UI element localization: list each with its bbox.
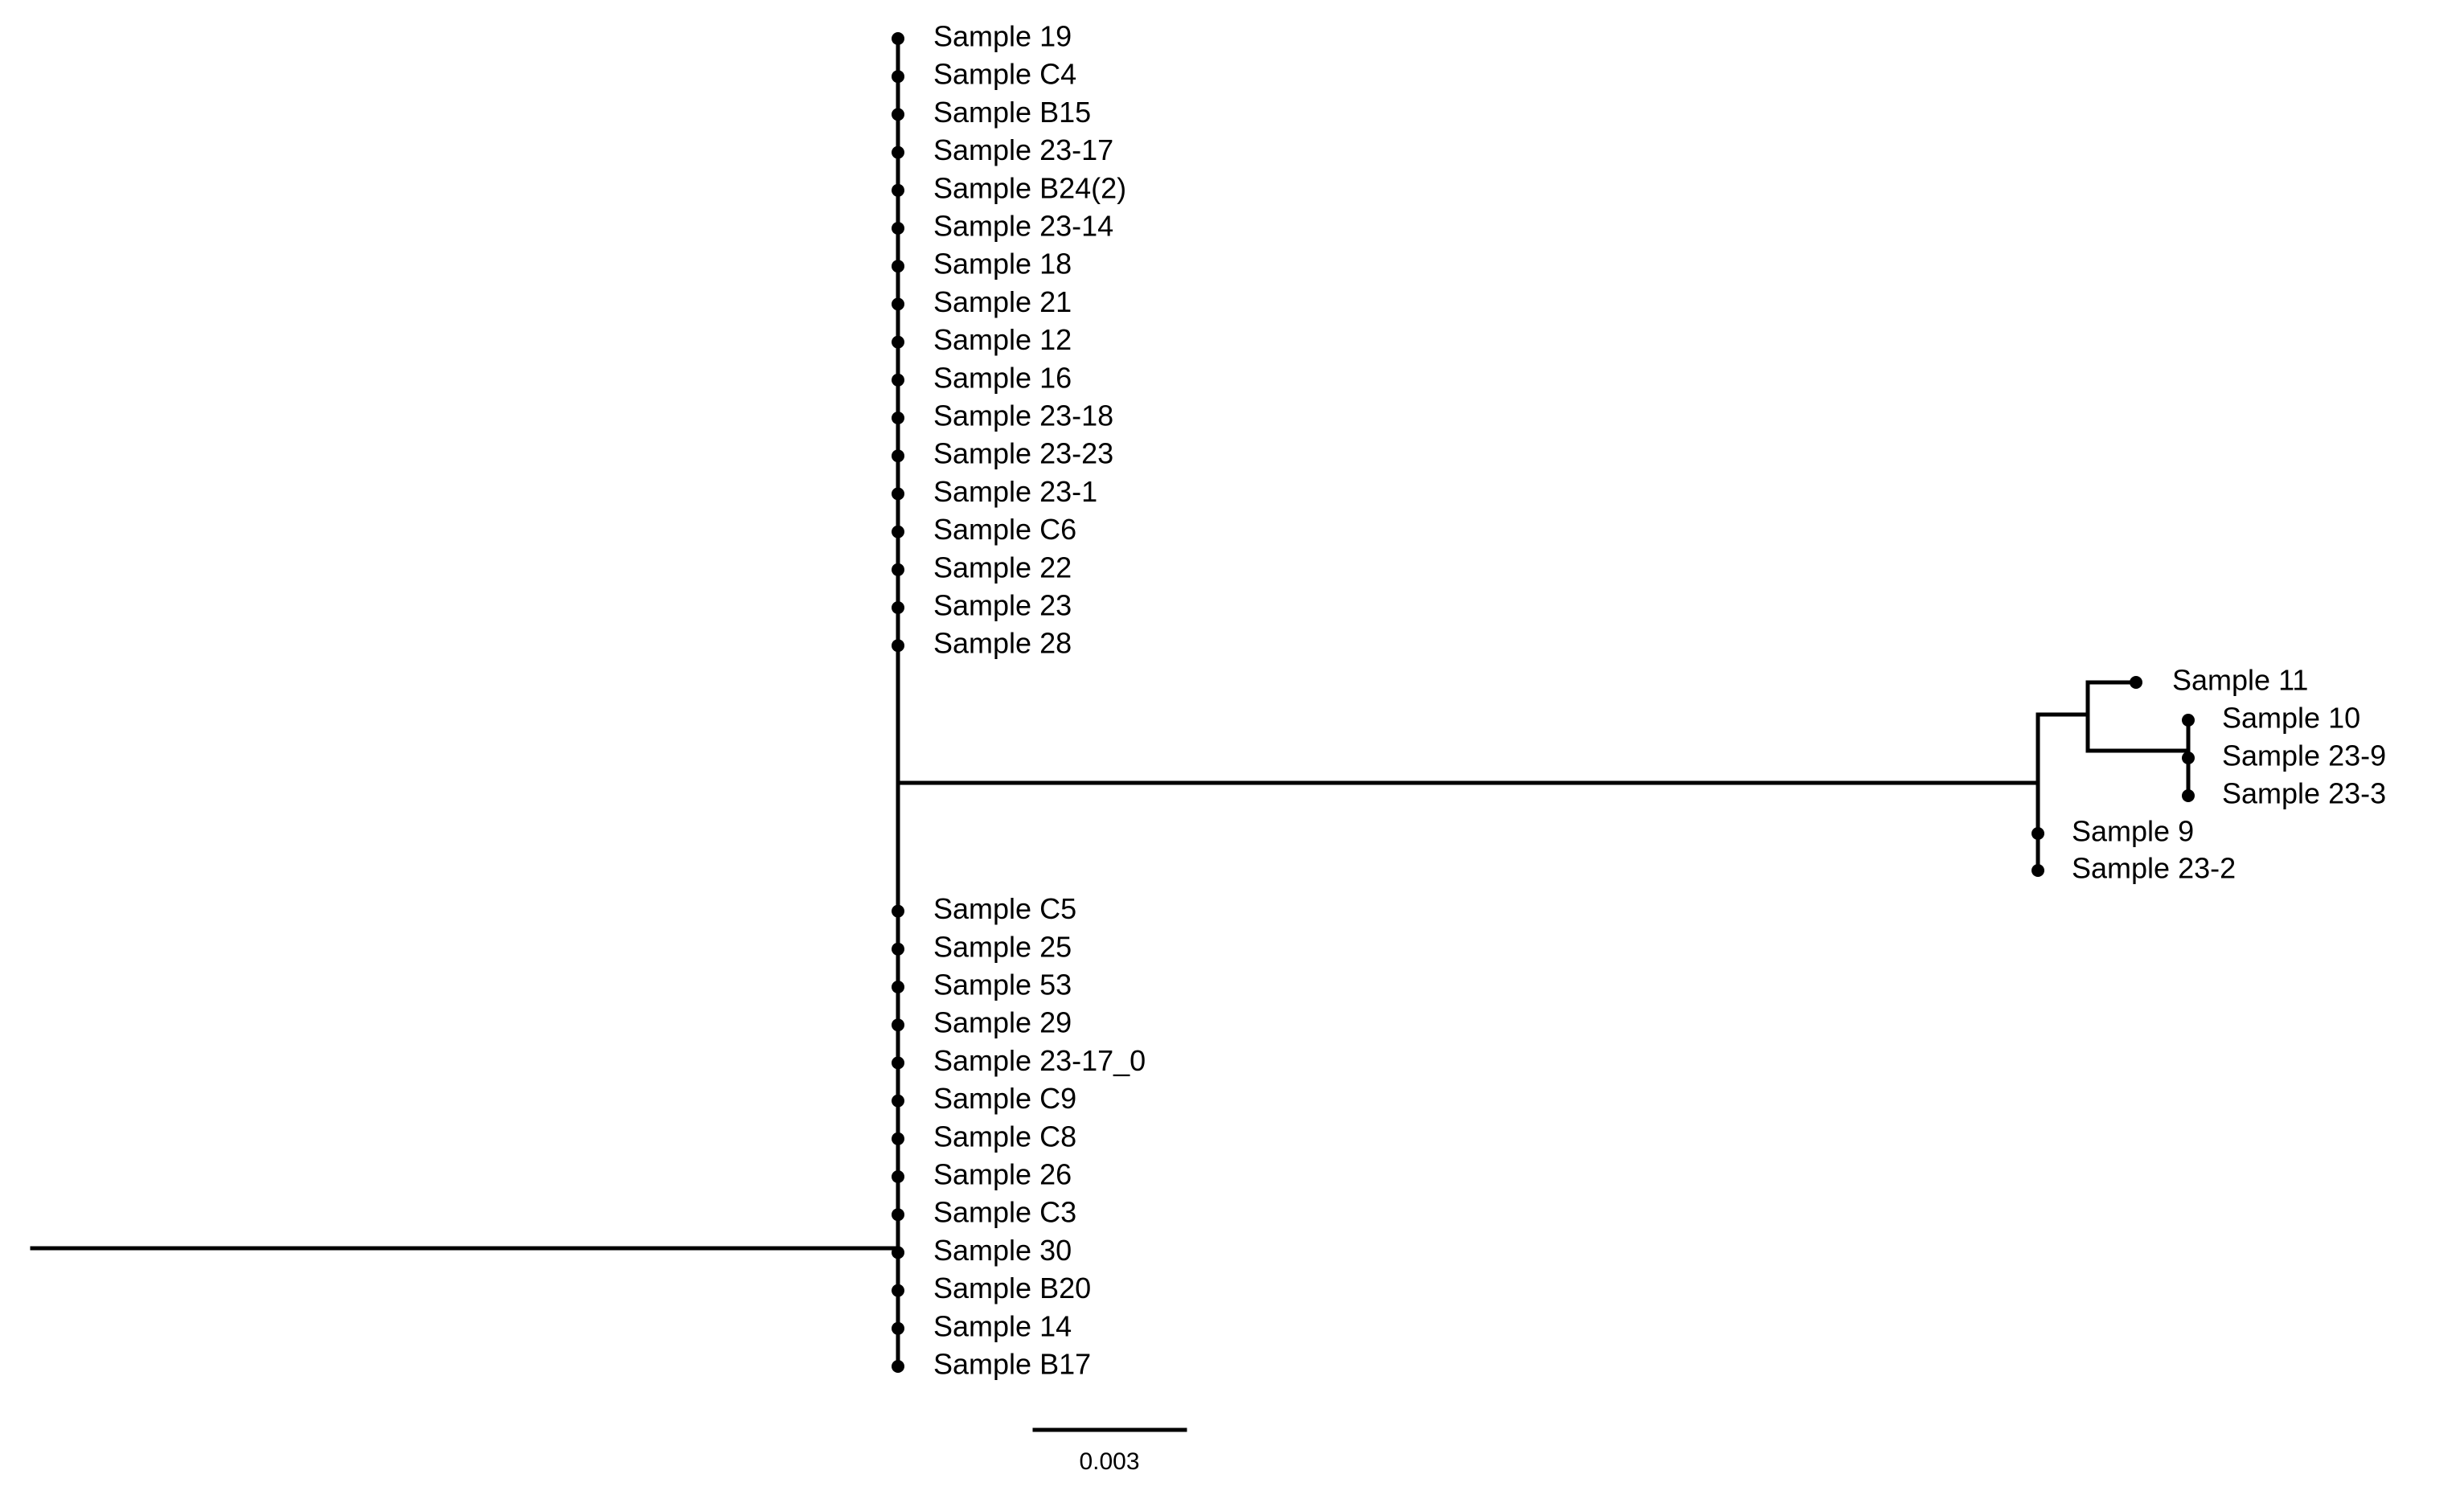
leaf-label: Sample 16 — [933, 361, 1072, 394]
leaf-label: Sample 14 — [933, 1309, 1072, 1342]
leaf-label: Sample 28 — [933, 627, 1072, 660]
leaf-node — [2182, 714, 2195, 727]
leaf-label: Sample 23-9 — [2222, 739, 2386, 772]
leaf-label: Sample B17 — [933, 1348, 1091, 1381]
leaf-label: Sample C4 — [933, 58, 1076, 91]
leaf-label: Sample 23-17_0 — [933, 1044, 1146, 1077]
leaf-label: Sample 23-18 — [933, 399, 1113, 432]
leaf-node — [892, 1321, 904, 1335]
leaf-node — [892, 601, 904, 614]
leaf-node — [892, 1360, 904, 1373]
leaf-node — [892, 563, 904, 576]
leaf-node — [2182, 752, 2195, 764]
leaf-label: Sample 12 — [933, 323, 1072, 356]
leaf-node — [892, 449, 904, 463]
leaf-label: Sample 10 — [2222, 702, 2360, 735]
leaf-label: Sample C5 — [933, 892, 1076, 925]
leaf-node — [892, 373, 904, 387]
leaf-node — [892, 1208, 904, 1222]
leaf-node — [2031, 864, 2044, 877]
leaf-node — [892, 222, 904, 235]
leaf-node — [892, 108, 904, 121]
leaf-node — [892, 260, 904, 273]
leaf-label: Sample 11 — [2172, 664, 2308, 697]
leaf-label: Sample 29 — [933, 1006, 1072, 1039]
leaf-label: Sample 9 — [2072, 815, 2194, 848]
leaf-label: Sample 23-2 — [2072, 852, 2236, 885]
leaf-label: Sample 19 — [933, 20, 1072, 53]
leaf-node — [2031, 827, 2044, 840]
leaf-node — [892, 1246, 904, 1259]
leaf-label: Sample C9 — [933, 1082, 1076, 1115]
leaf-label: Sample C6 — [933, 513, 1076, 546]
scale-bar-label: 0.003 — [1079, 1448, 1139, 1475]
leaf-label: Sample B20 — [933, 1272, 1091, 1304]
leaf-node — [2182, 789, 2195, 802]
leaf-label: Sample 23-23 — [933, 437, 1113, 470]
leaf-nodes — [892, 32, 2195, 1373]
scale-bar: 0.003 — [1032, 1427, 1187, 1475]
leaf-label: Sample 23-17 — [933, 133, 1113, 166]
leaf-label: Sample 25 — [933, 930, 1072, 963]
leaf-node — [892, 525, 904, 539]
leaf-node — [892, 639, 904, 653]
leaf-label: Sample 23-3 — [2222, 777, 2386, 810]
leaf-node — [892, 981, 904, 993]
leaf-node — [892, 1132, 904, 1145]
leaf-node — [892, 1056, 904, 1070]
leaf-node — [892, 1094, 904, 1108]
leaf-label: Sample 26 — [933, 1158, 1072, 1191]
leaf-label: Sample 18 — [933, 248, 1072, 281]
leaf-label: Sample 23-14 — [933, 210, 1113, 243]
leaf-label: Sample B15 — [933, 96, 1091, 129]
leaf-node — [892, 1018, 904, 1032]
leaf-label: Sample 30 — [933, 1234, 1072, 1267]
leaf-node — [892, 904, 904, 918]
leaf-label: Sample 23 — [933, 589, 1072, 622]
leaf-node — [892, 32, 904, 45]
leaf-label: Sample 21 — [933, 285, 1072, 318]
leaf-label: Sample 53 — [933, 969, 1072, 1001]
leaf-label: Sample C8 — [933, 1120, 1076, 1153]
leaf-node — [892, 183, 904, 197]
leaf-node — [2130, 676, 2142, 689]
leaf-node — [892, 412, 904, 424]
leaf-node — [892, 1284, 904, 1297]
leaf-node — [892, 942, 904, 956]
leaf-node — [892, 145, 904, 159]
leaf-label: Sample 22 — [933, 551, 1072, 584]
leaf-node — [892, 1170, 904, 1183]
leaf-node — [892, 297, 904, 311]
leaf-label: Sample B24(2) — [933, 171, 1126, 204]
leaf-label: Sample C3 — [933, 1196, 1076, 1229]
leaf-labels: Sample 19 Sample C4 Sample B15 Sample 23-17… — [933, 20, 2386, 1381]
leaf-node — [892, 70, 904, 84]
leaf-node — [892, 487, 904, 501]
leaf-node — [892, 335, 904, 349]
leaf-label: Sample 23-1 — [933, 475, 1097, 508]
